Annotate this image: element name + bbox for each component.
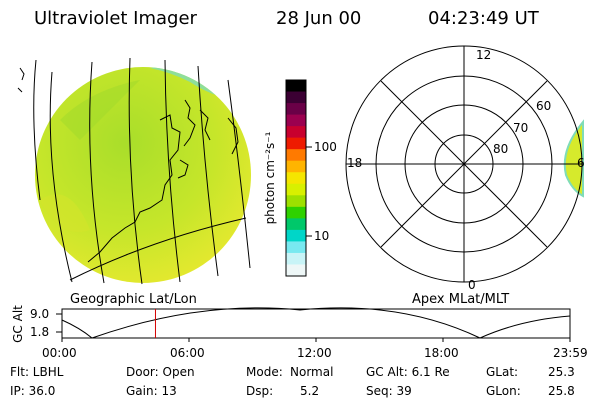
mlt-label-12: 12 bbox=[476, 48, 492, 62]
info-mode-value: Normal bbox=[290, 365, 334, 379]
apex-caption: Apex MLat/MLT bbox=[412, 292, 510, 307]
altitude-curve bbox=[61, 307, 571, 339]
info-glat-label: GLat: bbox=[486, 365, 519, 379]
color-scale-swatch bbox=[286, 206, 306, 219]
info-door: Door: Open bbox=[126, 365, 195, 379]
color-scale-swatch bbox=[286, 252, 306, 265]
info-ip: IP: 36.0 bbox=[10, 384, 56, 398]
time-tick-1: 06:00 bbox=[170, 346, 205, 360]
color-scale-swatch bbox=[286, 218, 306, 231]
info-seq: Seq: 39 bbox=[366, 384, 412, 398]
color-scale-swatch bbox=[286, 195, 306, 208]
color-scale-frame bbox=[285, 79, 307, 277]
info-flt: Flt: LBHL bbox=[10, 365, 64, 379]
date-label: 28 Jun 00 bbox=[276, 8, 362, 29]
color-scale-swatch bbox=[286, 114, 306, 127]
altitude-plot bbox=[56, 307, 571, 342]
color-scale-swatch bbox=[286, 137, 306, 150]
info-glon-value: 25.8 bbox=[548, 384, 575, 398]
color-scale-swatch bbox=[286, 149, 306, 162]
color-scale-swatch bbox=[286, 241, 306, 254]
color-scale-swatch bbox=[286, 229, 306, 242]
mlat-label-80: 80 bbox=[493, 142, 509, 156]
info-dsp-label: Dsp: bbox=[246, 384, 274, 398]
altitude-y-label: GC Alt bbox=[11, 305, 25, 343]
color-scale-swatch bbox=[286, 91, 306, 104]
color-scale-swatch bbox=[286, 264, 306, 277]
polar-plot bbox=[345, 45, 584, 283]
geographic-caption: Geographic Lat/Lon bbox=[70, 292, 197, 307]
coastline bbox=[17, 67, 239, 263]
info-mode-label: Mode: bbox=[246, 365, 283, 379]
time-label: 04:23:49 UT bbox=[428, 8, 539, 29]
color-scale-swatch bbox=[286, 126, 306, 139]
info-gain: Gain: 13 bbox=[126, 384, 177, 398]
time-tick-3: 18:00 bbox=[424, 346, 459, 360]
time-tick-4: 23:59 bbox=[553, 346, 588, 360]
geographic-grid bbox=[33, 57, 251, 285]
info-gcalt: GC Alt: 6.1 Re bbox=[366, 365, 450, 379]
earth-image bbox=[17, 57, 251, 285]
color-scale-swatch bbox=[286, 80, 306, 93]
mlat-label-60: 60 bbox=[536, 99, 552, 113]
color-scale-swatch bbox=[286, 160, 306, 173]
altitude-tick-high: 9.0 bbox=[30, 307, 50, 321]
colorbar-label-10: 10 bbox=[314, 229, 330, 243]
colorbar-unit-label: photon cm⁻²s⁻¹ bbox=[263, 131, 277, 225]
instrument-title: Ultraviolet Imager bbox=[34, 8, 197, 29]
time-tick-2: 12:00 bbox=[297, 346, 332, 360]
colorbar-label-100: 100 bbox=[314, 140, 337, 154]
color-scale-swatch bbox=[286, 172, 306, 185]
info-dsp-value: 5.2 bbox=[300, 384, 320, 398]
time-tick-0: 00:00 bbox=[42, 346, 77, 360]
mlat-label-70: 70 bbox=[513, 121, 529, 135]
mlt-label-0: 0 bbox=[468, 278, 476, 292]
color-scale-swatch bbox=[286, 183, 306, 196]
color-scale-bar bbox=[286, 80, 306, 277]
info-glon-label: GLon: bbox=[486, 384, 521, 398]
altitude-tick-low: 1.8 bbox=[30, 325, 50, 339]
mlt-label-18: 18 bbox=[347, 156, 363, 170]
color-scale-swatch bbox=[286, 103, 306, 116]
mlt-label-6: 6 bbox=[577, 156, 585, 170]
info-glat-value: 25.3 bbox=[548, 365, 575, 379]
